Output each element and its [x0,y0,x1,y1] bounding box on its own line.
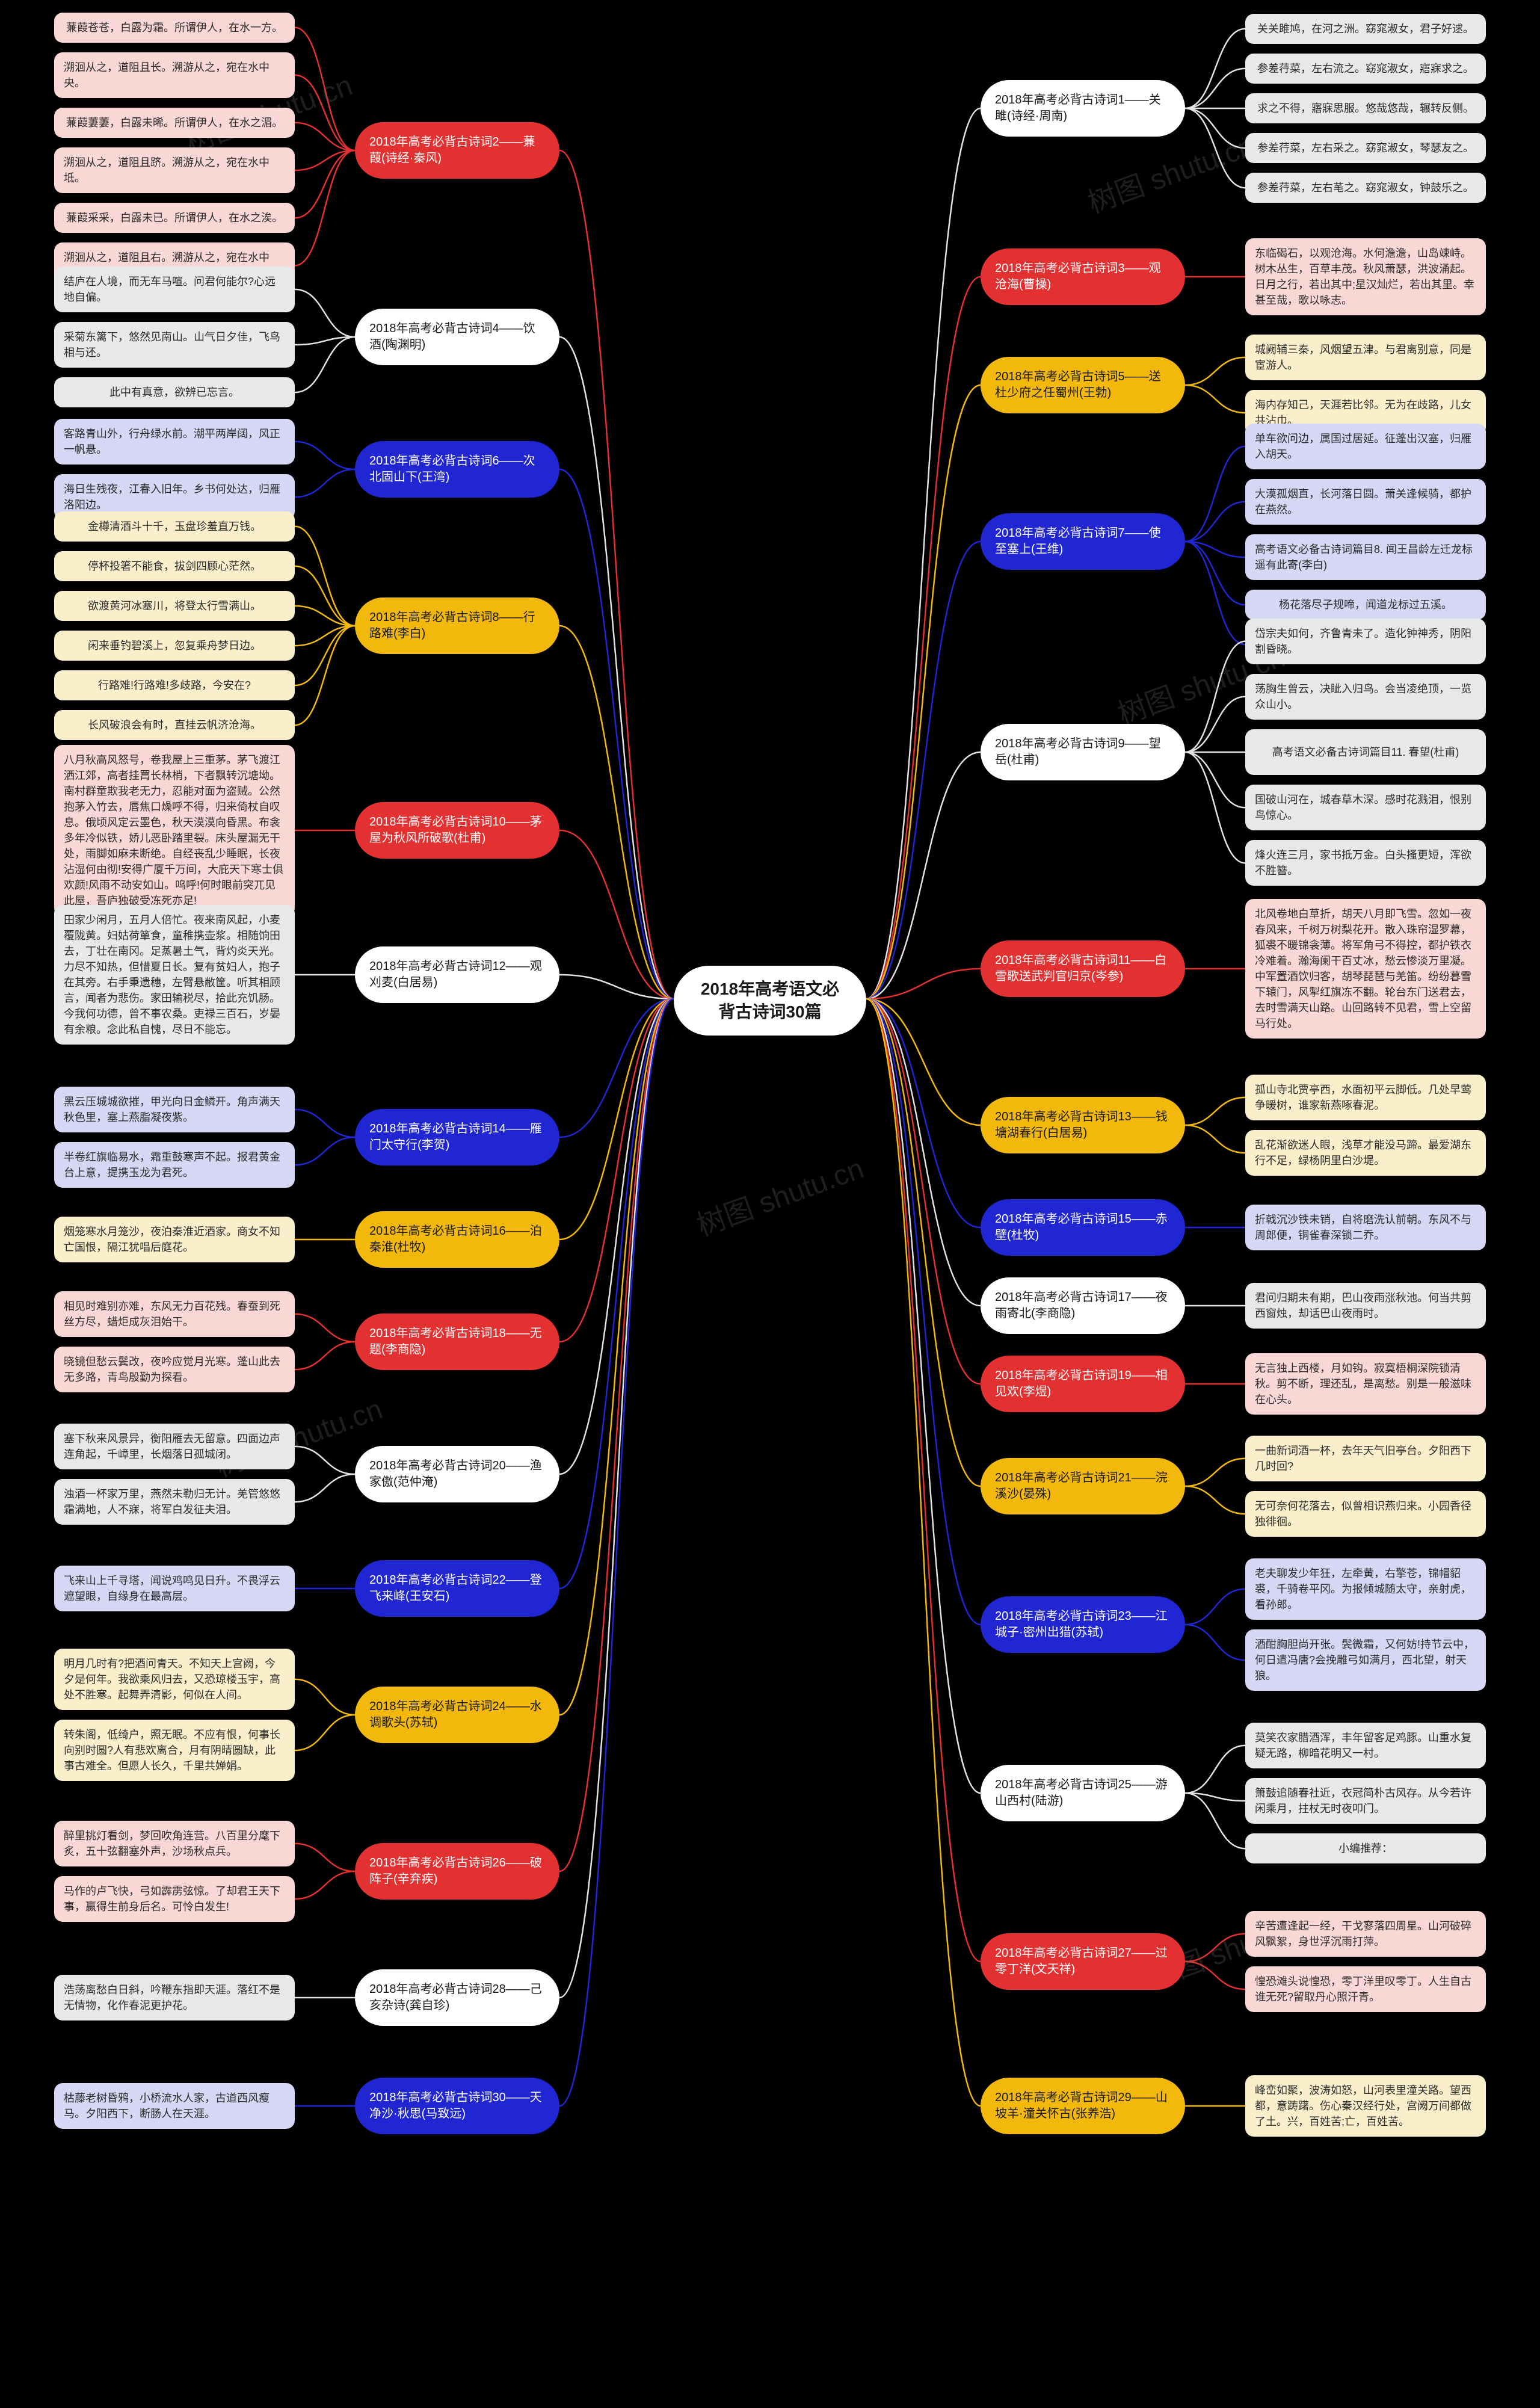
leaf-r1-2: 求之不得，寤寐思服。悠哉悠哉，辗转反侧。 [1245,93,1486,123]
watermark: 树图 shutu.cn [1081,122,1260,221]
leaf-l10-0: 八月秋高风怒号，卷我屋上三重茅。茅飞渡江洒江郊，高者挂罥长林梢，下者飘转沉塘坳。… [54,745,295,916]
leaf-r7-3: 杨花落尽子规啼，闻道龙标过五溪。 [1245,590,1486,620]
branch-r23: 2018年高考必背古诗词23——江城子·密州出猎(苏轼) [981,1596,1185,1653]
branch-l28: 2018年高考必背古诗词28——己亥杂诗(龚自珍) [355,1969,559,2026]
branch-r19: 2018年高考必背古诗词19——相见欢(李煜) [981,1356,1185,1412]
leaf-l2-2: 蒹葭萋萋，白露未晞。所谓伊人，在水之湄。 [54,108,295,138]
leaf-r21-0: 一曲新词酒一杯，去年天气旧亭台。夕阳西下几时回? [1245,1436,1486,1481]
branch-l22: 2018年高考必背古诗词22——登飞来峰(王安石) [355,1560,559,1617]
leaf-l18-1: 晓镜但愁云鬓改，夜吟应觉月光寒。蓬山此去无多路，青鸟殷勤为探看。 [54,1347,295,1392]
leaf-l24-0: 明月几时有?把酒问青天。不知天上宫阙，今夕是何年。我欲乘风归去，又恐琼楼玉宇，高… [54,1649,295,1710]
branch-r15: 2018年高考必背古诗词15——赤壁(杜牧) [981,1199,1185,1256]
leaf-r25-2: 小编推荐： [1245,1833,1486,1863]
leaf-l16-0: 烟笼寒水月笼沙，夜泊秦淮近酒家。商女不知亡国恨，隔江犹唱后庭花。 [54,1217,295,1262]
leaf-r13-1: 乱花渐欲迷人眼，浅草才能没马蹄。最爱湖东行不足，绿杨阴里白沙堤。 [1245,1130,1486,1176]
leaf-r15-0: 折戟沉沙铁未销，自将磨洗认前朝。东风不与周郎便，铜雀春深锁二乔。 [1245,1205,1486,1250]
leaf-r7-1: 大漠孤烟直，长河落日圆。萧关逢候骑，都护在燕然。 [1245,479,1486,525]
branch-l6: 2018年高考必背古诗词6——次北固山下(王湾) [355,441,559,498]
branch-l26: 2018年高考必背古诗词26——破阵子(辛弃疾) [355,1843,559,1900]
branch-r13: 2018年高考必背古诗词13——钱塘湖春行(白居易) [981,1097,1185,1153]
branch-l14: 2018年高考必背古诗词14——雁门太守行(李贺) [355,1109,559,1165]
leaf-r3-0: 东临碣石，以观沧海。水何澹澹，山岛竦峙。树木丛生，百草丰茂。秋风萧瑟，洪波涌起。… [1245,238,1486,315]
leaf-l8-5: 长风破浪会有时，直挂云帆济沧海。 [54,710,295,740]
branch-r17: 2018年高考必背古诗词17——夜雨寄北(李商隐) [981,1277,1185,1334]
leaf-l4-2: 此中有真意，欲辨已忘言。 [54,377,295,407]
leaf-l12-0: 田家少闲月，五月人倍忙。夜来南风起，小麦覆陇黄。妇姑荷箪食，童稚携壶浆。相随饷田… [54,905,295,1045]
leaf-r13-0: 孤山寺北贾亭西，水面初平云脚低。几处早莺争暖树，谁家新燕啄春泥。 [1245,1075,1486,1120]
leaf-r9-1: 荡胸生曾云，决眦入归鸟。会当凌绝顶，一览众山小。 [1245,674,1486,720]
leaf-r25-0: 莫笑农家腊酒浑，丰年留客足鸡豚。山重水复疑无路，柳暗花明又一村。 [1245,1723,1486,1768]
leaf-l8-3: 闲来垂钓碧溪上，忽复乘舟梦日边。 [54,631,295,661]
leaf-l8-0: 金樽清酒斗十千，玉盘珍羞直万钱。 [54,511,295,542]
leaf-l14-1: 半卷红旗临易水，霜重鼓寒声不起。报君黄金台上意，提携玉龙为君死。 [54,1142,295,1188]
branch-l10: 2018年高考必背古诗词10——茅屋为秋风所破歌(杜甫) [355,802,559,859]
branch-l20: 2018年高考必背古诗词20——渔家傲(范仲淹) [355,1446,559,1502]
leaf-l28-0: 浩荡离愁白日斜，吟鞭东指即天涯。落红不是无情物，化作春泥更护花。 [54,1975,295,2021]
branch-l30: 2018年高考必背古诗词30——天净沙·秋思(马致远) [355,2078,559,2134]
leaf-r9-4: 烽火连三月，家书抵万金。白头搔更短，浑欲不胜簪。 [1245,840,1486,886]
leaf-r17-0: 君问归期未有期，巴山夜雨涨秋池。何当共剪西窗烛，却话巴山夜雨时。 [1245,1283,1486,1329]
leaf-r9-3: 国破山河在，城春草木深。感时花溅泪，恨别鸟惊心。 [1245,785,1486,830]
branch-r27: 2018年高考必背古诗词27——过零丁洋(文天祥) [981,1933,1185,1990]
leaf-r19-0: 无言独上西楼，月如钩。寂寞梧桐深院锁清秋。剪不断，理还乱，是离愁。别是一般滋味在… [1245,1353,1486,1415]
leaf-r25-1: 箫鼓追随春社近，衣冠简朴古风存。从今若许闲乘月，拄杖无时夜叩门。 [1245,1778,1486,1824]
leaf-r9-2: 高考语文必备古诗词篇目11. 春望(杜甫) [1245,729,1486,775]
branch-r29: 2018年高考必背古诗词29——山坡羊·潼关怀古(张养浩) [981,2078,1185,2134]
leaf-r1-4: 参差荇菜，左右芼之。窈窕淑女，钟鼓乐之。 [1245,173,1486,203]
branch-l18: 2018年高考必背古诗词18——无题(李商隐) [355,1314,559,1370]
branch-l2: 2018年高考必背古诗词2——蒹葭(诗经·秦风) [355,122,559,179]
leaf-r1-1: 参差荇菜，左右流之。窈窕淑女，寤寐求之。 [1245,54,1486,84]
leaf-l4-1: 采菊东篱下，悠然见南山。山气日夕佳，飞鸟相与还。 [54,322,295,368]
branch-l16: 2018年高考必背古诗词16——泊秦淮(杜牧) [355,1211,559,1268]
leaf-r7-2: 高考语文必备古诗词篇目8. 闻王昌龄左迁龙标遥有此寄(李白) [1245,534,1486,580]
leaf-l20-0: 塞下秋来风景异，衡阳雁去无留意。四面边声连角起，千嶂里，长烟落日孤城闭。 [54,1424,295,1469]
branch-r7: 2018年高考必背古诗词7——使至塞上(王维) [981,513,1185,570]
leaf-r7-0: 单车欲问边，属国过居延。征蓬出汉塞，归雁入胡天。 [1245,424,1486,469]
leaf-l6-0: 客路青山外，行舟绿水前。潮平两岸阔，风正一帆悬。 [54,419,295,465]
leaf-l8-4: 行路难!行路难!多歧路，今安在? [54,670,295,700]
leaf-l2-0: 蒹葭苍苍，白露为霜。所谓伊人，在水一方。 [54,13,295,43]
leaf-r23-0: 老夫聊发少年狂，左牵黄，右擎苍，锦帽貂裘，千骑卷平冈。为报倾城随太守，亲射虎，看… [1245,1558,1486,1620]
center-topic: 2018年高考语文必背古诗词30篇 [674,966,866,1036]
branch-l4: 2018年高考必背古诗词4——饮酒(陶渊明) [355,309,559,365]
branch-l8: 2018年高考必背古诗词8——行路难(李白) [355,597,559,654]
leaf-r9-0: 岱宗夫如何，齐鲁青未了。造化钟神秀，阴阳割昏晓。 [1245,619,1486,664]
leaf-l18-0: 相见时难别亦难，东风无力百花残。春蚕到死丝方尽，蜡炬成灰泪始干。 [54,1291,295,1337]
leaf-r11-0: 北风卷地白草折，胡天八月即飞雪。忽如一夜春风来，千树万树梨花开。散入珠帘湿罗幕，… [1245,899,1486,1039]
leaf-l14-0: 黑云压城城欲摧，甲光向日金鳞开。角声满天秋色里，塞上燕脂凝夜紫。 [54,1087,295,1132]
leaf-r27-1: 惶恐滩头说惶恐，零丁洋里叹零丁。人生自古谁无死?留取丹心照汗青。 [1245,1966,1486,2012]
leaf-l8-1: 停杯投箸不能食，拔剑四顾心茫然。 [54,551,295,581]
watermark: 树图 shutu.cn [690,1144,869,1244]
leaf-l20-1: 浊酒一杯家万里，燕然未勒归无计。羌管悠悠霜满地，人不寐，将军白发征夫泪。 [54,1479,295,1525]
leaf-r1-0: 关关雎鸠，在河之洲。窈窕淑女，君子好逑。 [1245,14,1486,44]
branch-r5: 2018年高考必背古诗词5——送杜少府之任蜀州(王勃) [981,357,1185,413]
leaf-l26-0: 醉里挑灯看剑，梦回吹角连营。八百里分麾下炙，五十弦翻塞外声，沙场秋点兵。 [54,1821,295,1866]
branch-r21: 2018年高考必背古诗词21——浣溪沙(晏殊) [981,1458,1185,1514]
leaf-r23-1: 酒酣胸胆尚开张。鬓微霜，又何妨!持节云中，何日遣冯唐?会挽雕弓如满月，西北望，射… [1245,1629,1486,1691]
branch-r25: 2018年高考必背古诗词25——游山西村(陆游) [981,1765,1185,1821]
leaf-l22-0: 飞来山上千寻塔，闻说鸡鸣见日升。不畏浮云遮望眼，自缘身在最高层。 [54,1566,295,1611]
leaf-r1-3: 参差荇菜，左右采之。窈窕淑女，琴瑟友之。 [1245,133,1486,163]
leaf-l2-3: 溯洄从之，道阻且跻。溯游从之，宛在水中坻。 [54,147,295,193]
leaf-r29-0: 峰峦如聚，波涛如怒，山河表里潼关路。望西都，意踌躇。伤心秦汉经行处，宫阙万间都做… [1245,2075,1486,2137]
leaf-r5-0: 城阙辅三秦，风烟望五津。与君离别意，同是宦游人。 [1245,335,1486,380]
leaf-l2-1: 溯洄从之，道阻且长。溯游从之，宛在水中央。 [54,52,295,98]
leaf-l4-0: 结庐在人境，而无车马喧。问君何能尔?心远地自偏。 [54,267,295,312]
leaf-l30-0: 枯藤老树昏鸦，小桥流水人家，古道西风瘦马。夕阳西下，断肠人在天涯。 [54,2083,295,2129]
branch-l12: 2018年高考必背古诗词12——观刈麦(白居易) [355,946,559,1003]
branch-r11: 2018年高考必背古诗词11——白雪歌送武判官归京(岑参) [981,940,1185,997]
leaf-l2-4: 蒹葭采采，白露未已。所谓伊人，在水之涘。 [54,203,295,233]
branch-r3: 2018年高考必背古诗词3——观沧海(曹操) [981,249,1185,305]
branch-l24: 2018年高考必背古诗词24——水调歌头(苏轼) [355,1687,559,1743]
leaf-r27-0: 辛苦遭逢起一经，干戈寥落四周星。山河破碎风飘絮，身世浮沉雨打萍。 [1245,1911,1486,1957]
branch-r9: 2018年高考必背古诗词9——望岳(杜甫) [981,724,1185,780]
leaf-l26-1: 马作的卢飞快，弓如霹雳弦惊。了却君王天下事，赢得生前身后名。可怜白发生! [54,1876,295,1922]
leaf-l8-2: 欲渡黄河冰塞川，将登太行雪满山。 [54,591,295,621]
leaf-r21-1: 无可奈何花落去，似曾相识燕归来。小园香径独徘徊。 [1245,1491,1486,1537]
branch-r1: 2018年高考必背古诗词1——关雎(诗经·周南) [981,80,1185,137]
leaf-l24-1: 转朱阁，低绮户，照无眠。不应有恨，何事长向别时圆?人有悲欢离合，月有阴晴圆缺，此… [54,1720,295,1781]
